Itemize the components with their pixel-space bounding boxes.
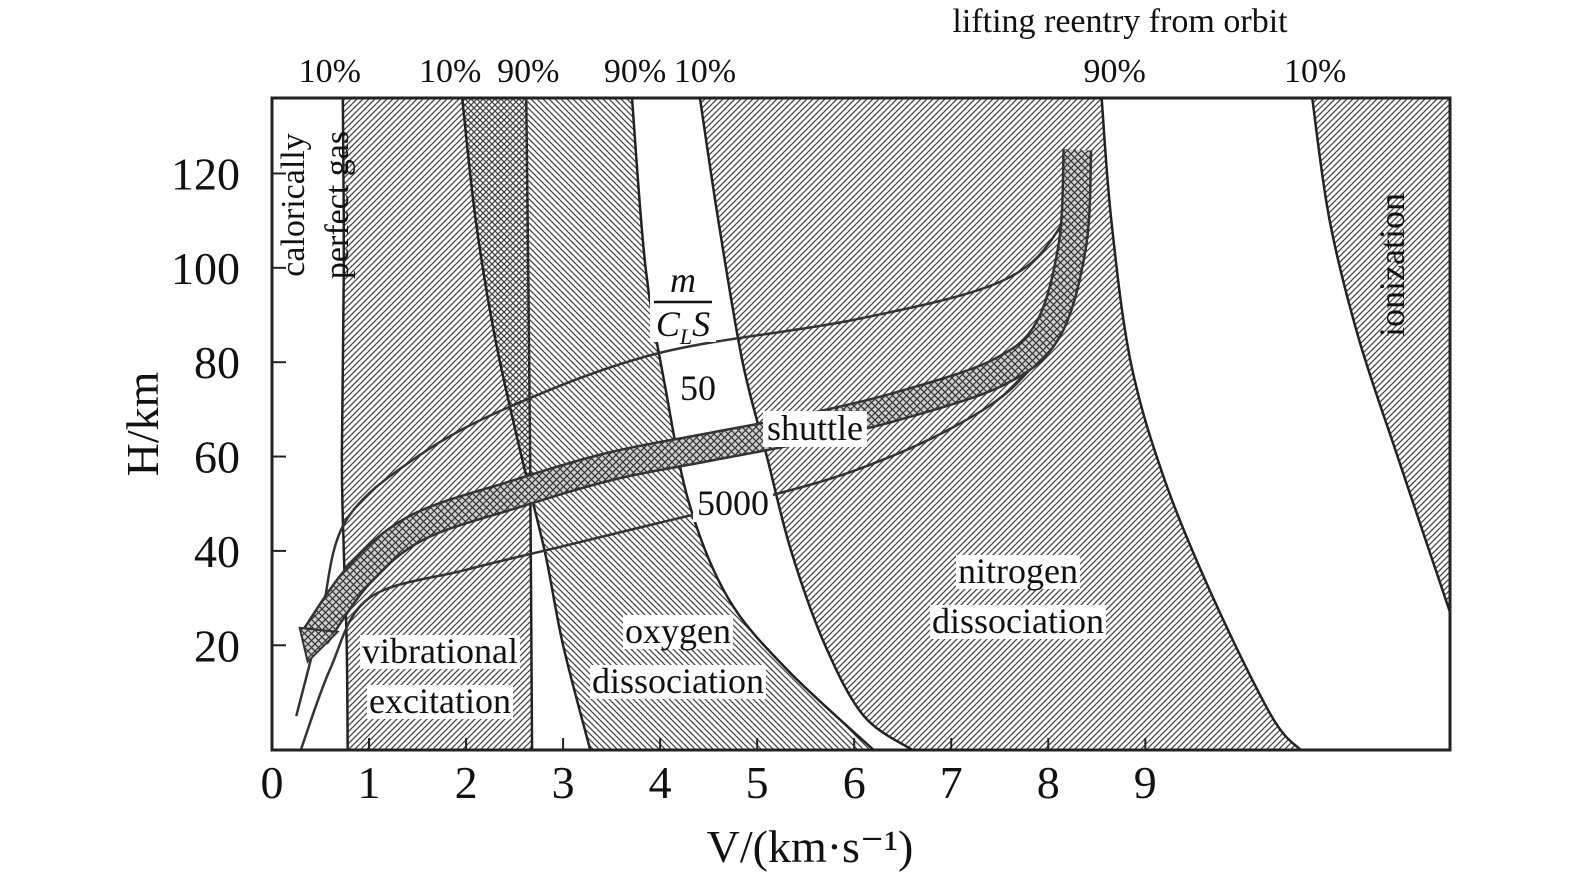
plot-area [295, 98, 1450, 750]
chart-title: lifting reentry from orbit [952, 3, 1288, 40]
x-tick-label: 2 [455, 757, 478, 808]
x-axis-label: V/(km·s⁻¹) [707, 821, 914, 872]
boundary-label: 10% [1284, 53, 1346, 90]
region-boundary [460, 98, 592, 750]
label-background [693, 486, 773, 522]
region-label: dissociation [592, 661, 764, 701]
parameter-part: S [692, 304, 710, 344]
parameter-part: C [656, 304, 681, 344]
label-background [590, 665, 766, 699]
region-boundary [1310, 98, 1450, 613]
series-label: 50 [680, 368, 716, 408]
y-tick-label: 80 [194, 337, 240, 388]
boundary-label: 10% [299, 53, 361, 90]
region-boundary [630, 98, 875, 750]
annotation: perfect gas [319, 131, 356, 279]
x-tick-label: 7 [940, 757, 963, 808]
x-tick-label: 9 [1134, 757, 1157, 808]
region-label: nitrogen [958, 551, 1078, 591]
parameter-numerator: m [670, 260, 696, 300]
label-background [360, 635, 520, 669]
label-background [930, 605, 1106, 639]
region-label: dissociation [932, 601, 1104, 641]
label-background [676, 371, 720, 407]
boundary-label: 10% [674, 53, 736, 90]
trajectory-line [295, 163, 1079, 717]
region-label: ionization [1372, 193, 1412, 337]
x-tick-label: 8 [1037, 757, 1060, 808]
series-label: shuttle [767, 408, 863, 448]
plot-frame [270, 96, 1452, 752]
label-background [956, 555, 1080, 589]
region-boundary [698, 98, 914, 750]
region-fill [1312, 98, 1450, 613]
parameter-part: L [679, 324, 692, 349]
region-label: vibrational [362, 631, 518, 671]
x-tick-label: 5 [746, 757, 769, 808]
label-background [367, 685, 513, 719]
x-tick-label: 0 [261, 757, 284, 808]
y-tick-label: 100 [171, 243, 240, 294]
region-boundary [340, 98, 349, 750]
x-tick-label: 3 [552, 757, 575, 808]
boundary-label: 90% [604, 53, 666, 90]
region-label: excitation [369, 681, 511, 721]
shuttle-band [305, 149, 1090, 644]
x-tick-label: 1 [358, 757, 381, 808]
y-tick-label: 120 [171, 148, 240, 199]
series-label: 5000 [697, 483, 769, 523]
label-background [763, 411, 867, 447]
y-tick-label: 20 [194, 620, 240, 671]
boundary-label: 90% [497, 53, 559, 90]
y-tick-label: 40 [194, 526, 240, 577]
label-background [623, 615, 733, 649]
y-axis-label: H/km [117, 371, 168, 476]
boundary-label: 90% [1083, 53, 1145, 90]
region-boundary [1100, 98, 1302, 750]
shuttle-arrow [298, 626, 340, 664]
annotation: calorically [275, 133, 312, 276]
y-tick-label: 60 [194, 432, 240, 483]
parameter-denominator: CLS [656, 304, 710, 349]
region-fill [462, 98, 874, 750]
region-fill [699, 98, 1301, 750]
x-tick-label: 4 [649, 757, 672, 808]
x-tick-label: 6 [843, 757, 866, 808]
region-label: oxygen [625, 611, 731, 651]
boundary-label: 10% [419, 53, 481, 90]
